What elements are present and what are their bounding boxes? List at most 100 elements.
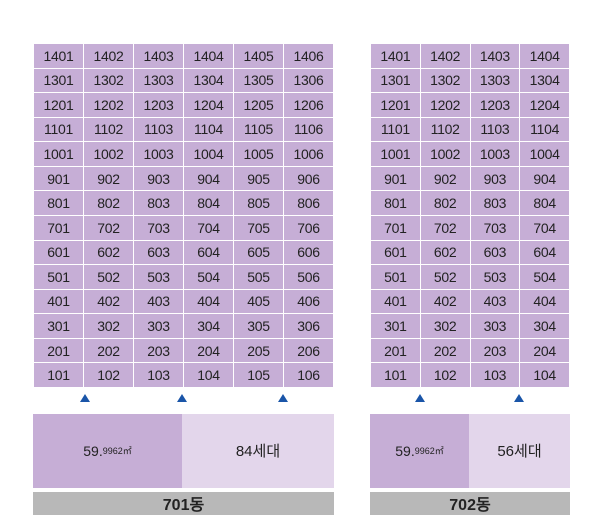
unit-cell: 301	[33, 313, 84, 339]
unit-cell: 602	[83, 239, 134, 266]
unit-cell: 1003	[133, 141, 184, 167]
area-value: 59.	[83, 442, 103, 459]
unit-cell: 102	[419, 362, 471, 388]
unit-cell: 1004	[183, 141, 234, 167]
unit-cell: 302	[419, 313, 471, 339]
unit-cell: 1402	[83, 43, 134, 69]
unit-cell: 506	[283, 264, 334, 290]
unit-cell: 1404	[183, 43, 234, 69]
floor-row: 1401 1402 1403 1404	[370, 43, 570, 69]
floor-row: 101 102 103 104 105 106	[33, 362, 334, 388]
unit-cell: 703	[133, 214, 184, 241]
unit-cell: 102	[83, 362, 134, 388]
unit-cell: 1406	[283, 43, 334, 69]
building-701: 1401 1402 1403 1404 1405 1406 1301 1302 1303 1304…	[33, 43, 334, 515]
info-row-701: 59. 9962㎡ 84세대	[33, 413, 334, 488]
unit-cell: 302	[83, 313, 134, 339]
unit-cell: 205	[233, 337, 284, 364]
building-name-label: 701동	[162, 497, 205, 515]
floor-row: 1301 1302 1303 1304	[370, 67, 570, 94]
unit-cell: 801	[33, 190, 84, 216]
floor-row: 201 202 203 204	[370, 337, 570, 364]
unit-cell: 701	[370, 214, 421, 241]
area-value: 59.	[395, 442, 415, 459]
unit-cell: 801	[370, 190, 421, 216]
unit-cell: 201	[370, 337, 421, 364]
unit-cell: 1005	[233, 141, 284, 167]
unit-cell: 501	[33, 264, 84, 290]
unit-cell: 702	[83, 214, 134, 241]
floor-row: 601 602 603 604 605 606	[33, 239, 334, 266]
unit-cell: 701	[33, 214, 84, 241]
floor-row: 101 102 103 104	[370, 362, 570, 388]
floor-row: 301 302 303 304 305 306	[33, 313, 334, 339]
unit-cell: 905	[233, 165, 284, 192]
unit-cell: 105	[233, 362, 284, 388]
unit-cell: 1001	[370, 141, 421, 167]
unit-cell: 402	[83, 288, 134, 315]
unit-cell: 1004	[519, 141, 570, 167]
unit-cell: 603	[469, 239, 521, 266]
unit-cell: 203	[133, 337, 184, 364]
unit-cell: 1106	[283, 116, 334, 143]
unit-cell: 604	[519, 239, 570, 266]
unit-cell: 702	[419, 214, 471, 241]
entrance-marker-icon	[514, 393, 524, 402]
unit-cell: 1306	[283, 67, 334, 94]
floor-row: 1201 1202 1203 1204	[370, 92, 570, 118]
unit-cell: 803	[469, 190, 521, 216]
floor-row: 701 702 703 704	[370, 214, 570, 241]
unit-cell: 706	[283, 214, 334, 241]
unit-cell: 1002	[83, 141, 134, 167]
unit-cell: 1201	[33, 92, 84, 118]
unit-cell: 301	[370, 313, 421, 339]
household-count-label: 84세대	[235, 443, 281, 461]
unit-cell: 402	[419, 288, 471, 315]
unit-cell: 903	[133, 165, 184, 192]
floor-row: 601 602 603 604	[370, 239, 570, 266]
unit-cell: 806	[283, 190, 334, 216]
building-702: 1401 1402 1403 1404 1301 1302 1303 1304 1201 1202…	[370, 43, 570, 515]
building-name-701: 701동	[33, 491, 334, 515]
unit-cell: 504	[183, 264, 234, 290]
unit-cell: 805	[233, 190, 284, 216]
unit-cell: 906	[283, 165, 334, 192]
unit-cell: 1402	[419, 43, 471, 69]
unit-cell: 1203	[469, 92, 521, 118]
building-name-label: 702동	[449, 497, 491, 515]
entrance-markers-701	[33, 388, 334, 414]
floor-row: 1101 1102 1103 1104 1105 1106	[33, 116, 334, 143]
floor-row: 1001 1002 1003 1004 1005 1006	[33, 141, 334, 167]
unit-cell: 1401	[370, 43, 421, 69]
entrance-marker-icon	[415, 393, 425, 402]
area-unit: 9962㎡	[102, 446, 132, 457]
unit-cell: 103	[469, 362, 521, 388]
unit-cell: 1401	[33, 43, 84, 69]
unit-cell: 1304	[519, 67, 570, 94]
unit-cell: 903	[469, 165, 521, 192]
unit-cell: 101	[370, 362, 421, 388]
unit-cell: 1103	[133, 116, 184, 143]
unit-cell: 1205	[233, 92, 284, 118]
unit-cell: 901	[370, 165, 421, 192]
unit-cell: 601	[370, 239, 421, 266]
floor-row: 301 302 303 304	[370, 313, 570, 339]
household-count-702: 56세대	[469, 413, 570, 488]
unit-cell: 201	[33, 337, 84, 364]
unit-cell: 1301	[370, 67, 421, 94]
unit-cell: 104	[519, 362, 570, 388]
unit-cell: 1302	[83, 67, 134, 94]
floor-row: 1201 1202 1203 1204 1205 1206	[33, 92, 334, 118]
unit-cell: 401	[370, 288, 421, 315]
unit-cell: 306	[283, 313, 334, 339]
unit-cell: 1201	[370, 92, 421, 118]
unit-cell: 403	[469, 288, 521, 315]
info-row-702: 59. 9962㎡ 56세대	[370, 413, 570, 488]
unit-cell: 405	[233, 288, 284, 315]
unit-cell: 904	[519, 165, 570, 192]
unit-cell: 1206	[283, 92, 334, 118]
floor-row: 401 402 403 404	[370, 288, 570, 315]
unit-cell: 1104	[519, 116, 570, 143]
unit-cell: 404	[519, 288, 570, 315]
entrance-marker-icon	[80, 393, 90, 402]
